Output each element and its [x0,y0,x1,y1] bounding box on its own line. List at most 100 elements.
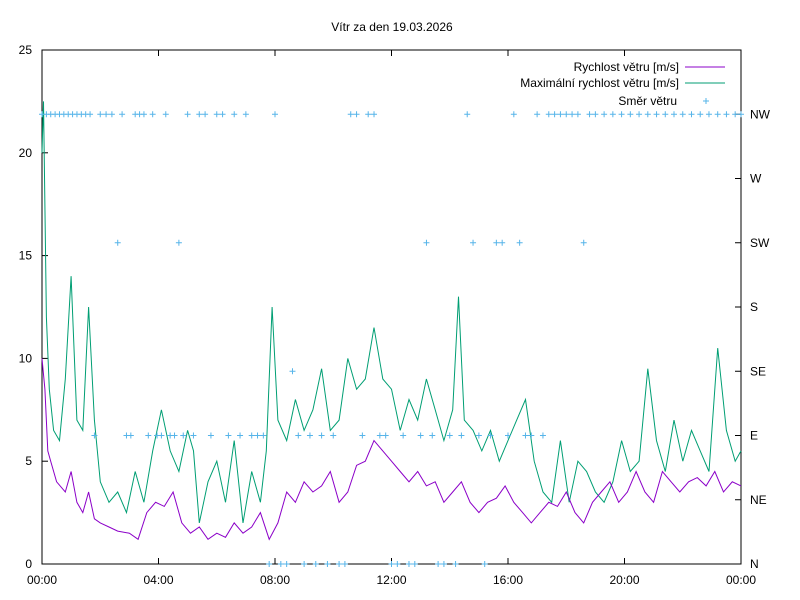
direction-point [207,432,214,439]
direction-point [289,368,296,375]
direction-point [219,111,226,118]
plot-area: 0 5 10 15 20 25 N NE E SE S SW W NW 00:00 04:00 08:00 12:… [19,43,771,587]
direction-point [248,432,255,439]
direction-point [618,111,625,118]
y2-tick-label-e: E [750,429,758,443]
y-tick-label: 15 [19,249,33,263]
direction-point [738,111,744,118]
direction-point [423,239,430,246]
direction-point [601,111,608,118]
direction-point [580,239,587,246]
direction-point [119,111,126,118]
y-tick-label: 25 [19,43,33,57]
direction-point [435,561,442,567]
direction-point [493,239,500,246]
direction-point [149,111,156,118]
y2-tick-label-w: W [750,172,762,186]
direction-point [277,561,284,567]
y2-tick-label-s: S [750,300,758,314]
direction-point [260,432,267,439]
direction-point [534,111,541,118]
direction-point [295,432,302,439]
direction-point [108,111,115,118]
direction-point [475,432,482,439]
direction-point [162,111,169,118]
series-line-speed [41,358,742,541]
direction-point [417,432,424,439]
direction-point [272,111,278,118]
direction-point [644,111,651,118]
direction-point [440,561,447,567]
direction-point [140,111,147,118]
direction-point [301,561,308,567]
direction-point [158,432,165,439]
direction-point [242,111,249,118]
direction-point [545,111,552,118]
direction-point [388,561,395,567]
direction-point [505,432,511,439]
y2-tick-label-sw: SW [750,236,770,250]
chart-title: Vítr za den 19.03.2026 [331,20,453,34]
direction-point [458,432,465,439]
direction-point [91,432,98,439]
y-tick-label: 20 [19,146,33,160]
direction-point [627,111,634,118]
direction-point [732,111,739,118]
direction-point [359,432,366,439]
direction-point [371,111,378,118]
y-tick-label: 0 [25,557,32,571]
legend: Rychlost větru [m/s] Maximální rychlost … [520,60,725,108]
direction-point [266,561,273,567]
x-tick-label: 00:00 [27,573,57,587]
direction-point [499,239,506,246]
y2-tick-label-ne: NE [750,493,767,507]
direction-point [318,432,325,439]
direction-point [184,111,191,118]
direction-point [697,111,704,118]
direction-point [563,111,570,118]
direction-point [464,111,471,118]
direction-point [487,432,494,439]
direction-point [400,432,407,439]
y-tick-label: 10 [19,351,33,365]
direction-point [213,111,220,118]
x-tick-label: 16:00 [493,573,523,587]
legend-label-direction: Směr větru [618,94,677,108]
direction-point [586,111,593,118]
y2-tick-label-nw: NW [750,107,771,121]
direction-point [429,432,436,439]
direction-point [569,111,576,118]
direction-point [87,111,94,118]
direction-point [175,239,182,246]
direction-point [336,561,343,567]
direction-point [103,111,110,118]
direction-point [723,111,730,118]
y-tick-label: 5 [25,454,32,468]
direction-point [97,111,104,118]
direction-point [516,239,523,246]
direction-point [470,239,477,246]
direction-point [592,111,599,118]
direction-point [180,432,187,439]
direction-point [574,111,581,118]
x-tick-label: 08:00 [260,573,290,587]
direction-point [452,561,459,567]
direction-point [394,561,401,567]
direction-point [225,432,232,439]
direction-point [283,561,290,567]
direction-point [528,432,535,439]
x-tick-label: 12:00 [376,573,406,587]
x-tick-label: 20:00 [609,573,639,587]
y2-tick-label-se: SE [750,364,766,378]
direction-point [312,561,319,567]
direction-point [376,432,383,439]
direction-point [636,111,643,118]
direction-point [705,111,712,118]
legend-swatch-direction [703,98,709,104]
legend-label-speed: Rychlost větru [m/s] [574,60,679,74]
direction-point [306,432,313,439]
direction-point [609,111,616,118]
direction-point [510,111,517,118]
direction-point [341,561,348,567]
